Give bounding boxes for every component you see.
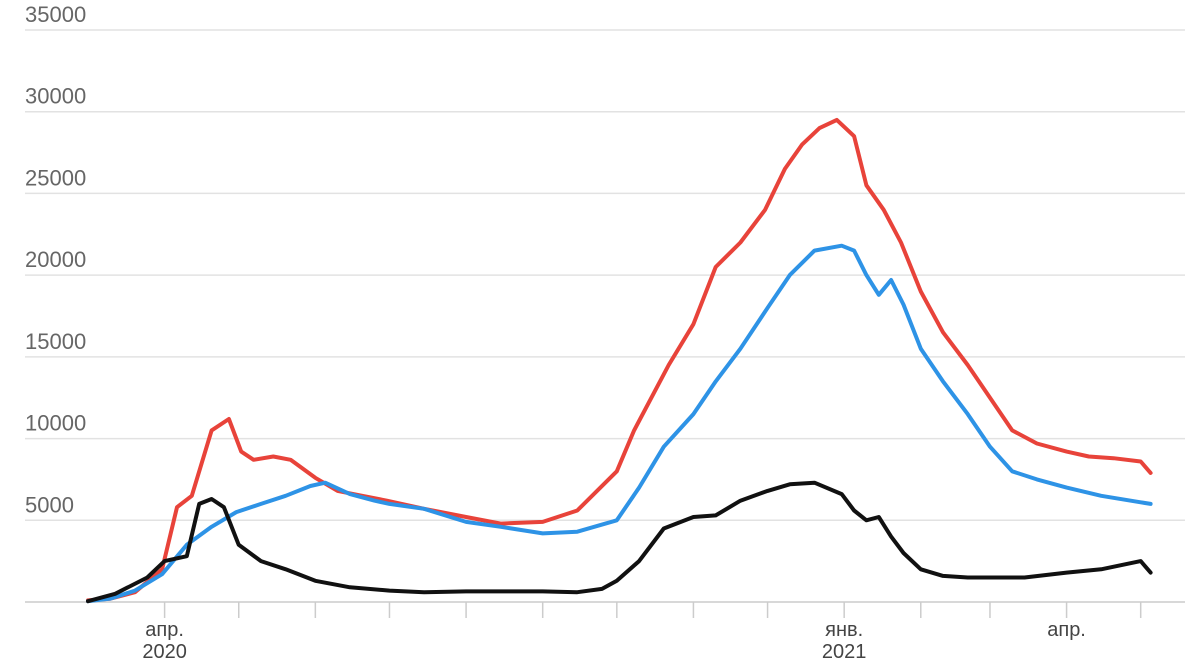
x-tick-label-2021-01-01: янв.	[825, 619, 863, 641]
series-lines	[86, 117, 1153, 604]
y-tick-label-10000: 10000	[25, 411, 86, 436]
y-tick-label-5000: 5000	[25, 492, 74, 517]
y-tick-label-25000: 25000	[25, 165, 86, 190]
series-line-1	[86, 243, 1153, 604]
y-tick-label-30000: 30000	[25, 84, 86, 109]
x-tick-label-2020-04-01: апр.	[145, 619, 184, 641]
series-line-2	[86, 480, 1153, 604]
y-tick-label-35000: 35000	[25, 2, 86, 27]
y-axis-ticks: 35000 30000 25000 20000 15000 10000 5000	[25, 2, 86, 517]
y-tick-label-15000: 15000	[25, 329, 86, 354]
x-tick-year-2021-01-01: 2021	[822, 641, 867, 663]
gridlines	[25, 29, 1185, 522]
x-tick-label-2021-04-01: апр.	[1047, 619, 1086, 641]
series-line-0	[86, 117, 1153, 603]
x-tick-year-2020-04-01: 2020	[142, 641, 187, 663]
y-tick-label-20000: 20000	[25, 247, 86, 272]
